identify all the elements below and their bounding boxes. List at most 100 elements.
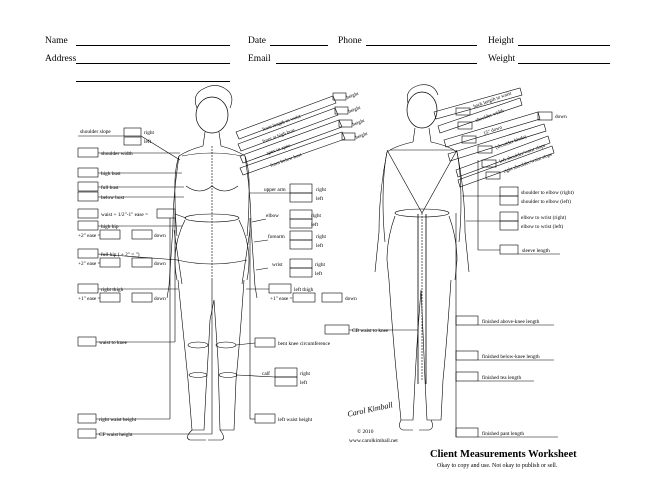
full-hip-down-box[interactable] xyxy=(131,257,153,268)
weight-label: Weight xyxy=(488,54,516,64)
address-field-line2[interactable] xyxy=(76,81,230,82)
shoulder-blade-bar[interactable] xyxy=(447,123,547,162)
cb-waist-to-knee-box[interactable] xyxy=(324,324,350,335)
finished-below-knee-box[interactable] xyxy=(455,350,479,361)
lbl-shoulder-slope-left: left xyxy=(144,138,152,145)
right-thigh-box[interactable] xyxy=(77,283,99,294)
lbl-shoulder-width: shoulder width xyxy=(101,151,133,157)
shoulder-slope-right-box[interactable] xyxy=(123,127,142,137)
copyright: © 2010 xyxy=(357,429,374,435)
front-right-callouts xyxy=(235,92,418,424)
shoulder-waist-slope-bars[interactable] xyxy=(455,135,555,188)
phone-field[interactable] xyxy=(366,45,477,46)
calf-right-box[interactable] xyxy=(274,367,298,378)
height-label: Height xyxy=(488,36,514,46)
high-hip-down-box[interactable] xyxy=(131,229,153,240)
weight-field[interactable] xyxy=(518,63,610,64)
lbl-upper-arm-left: left xyxy=(316,195,324,202)
lbl-finished-tea: finished tea length xyxy=(482,374,521,381)
high-bust-box[interactable] xyxy=(77,167,99,178)
apex-to-apex-bar[interactable] xyxy=(239,119,353,164)
forearm-right-box[interactable] xyxy=(289,230,313,241)
lbl-calf: calf xyxy=(262,370,270,377)
lbl-back-down: down xyxy=(555,114,567,120)
lbl-fifteen-down: 15" down xyxy=(483,125,503,137)
lbl-elbow-left: left xyxy=(311,221,319,228)
wrist-right-box[interactable] xyxy=(289,258,313,269)
lbl-shoulder-slope-right: right xyxy=(144,130,155,136)
shoulder-slope-left-box[interactable] xyxy=(123,136,142,146)
lbl-back-shoulder-width: shoulder width xyxy=(475,109,505,124)
lbl-high-bust: high bust xyxy=(101,171,121,177)
right-thigh-ease-box[interactable] xyxy=(99,292,121,303)
fifteen-down-bar[interactable] xyxy=(443,111,541,148)
shoulder-width-box[interactable] xyxy=(77,147,99,158)
sleeve-length-box[interactable] xyxy=(499,244,519,255)
elbow-right-box[interactable] xyxy=(289,209,313,220)
lbl-calf-right: right xyxy=(300,371,311,377)
front-below-bust-bar[interactable] xyxy=(239,131,356,176)
back-length-bar[interactable] xyxy=(433,87,523,120)
waist-to-knee-box[interactable] xyxy=(77,336,97,347)
lbl-right-thigh: right thigh xyxy=(101,287,124,293)
lbl-height-1: height xyxy=(346,92,360,101)
address-field[interactable] xyxy=(76,63,230,64)
front-left-callouts xyxy=(77,127,213,439)
lbl-upper-arm: upper arm xyxy=(264,187,286,193)
height-field[interactable] xyxy=(518,45,610,46)
lbl-down-3: down xyxy=(154,296,166,302)
elbow-to-wrist-right-box[interactable] xyxy=(499,211,519,222)
finished-tea-box[interactable] xyxy=(455,371,479,382)
upper-arm-right-box[interactable] xyxy=(289,183,313,194)
wrist-left-box[interactable] xyxy=(289,267,313,278)
high-hip-box[interactable] xyxy=(77,220,99,231)
left-waist-height-box[interactable] xyxy=(254,413,276,424)
lbl-elbow-right: right xyxy=(311,213,322,219)
right-waist-height-box[interactable] xyxy=(77,413,97,424)
waist-box[interactable] xyxy=(77,208,99,219)
shoulder-to-elbow-right-box[interactable] xyxy=(499,186,519,197)
lbl-cf-waist-height: CF waist height xyxy=(99,432,133,438)
name-field[interactable] xyxy=(76,45,230,46)
date-field[interactable] xyxy=(270,45,328,46)
bent-knee-box[interactable] xyxy=(254,337,276,348)
below-bust-box[interactable] xyxy=(77,191,99,202)
high-hip-ease-box[interactable] xyxy=(99,229,121,240)
shoulder-width-bar[interactable] xyxy=(437,97,523,134)
cf-waist-height-box[interactable] xyxy=(77,428,97,439)
email-field[interactable] xyxy=(276,63,477,64)
left-thigh-ease-box[interactable] xyxy=(292,292,316,303)
elbow-left-box[interactable] xyxy=(289,218,313,229)
left-thigh-down-box[interactable] xyxy=(321,292,343,303)
lbl-wrist-right: right xyxy=(315,262,326,268)
lbl-shoulder-slope: shoulder slope xyxy=(80,129,111,135)
lbl-shoulder-blade: (shoulder blade) xyxy=(495,135,528,151)
finished-above-knee-box[interactable] xyxy=(455,315,479,326)
upper-arm-left-box[interactable] xyxy=(289,192,313,203)
lbl-finished-above-knee: finished above-knee length xyxy=(482,318,540,325)
lbl-elbow: elbow xyxy=(266,213,279,219)
front-length-to-waist-bar[interactable] xyxy=(235,92,347,140)
back-down-box[interactable] xyxy=(537,111,553,121)
shoulder-to-elbow-left-box[interactable] xyxy=(499,195,519,206)
lbl-left-waist-height: left waist height xyxy=(278,416,313,423)
lbl-height-4: height xyxy=(355,132,369,141)
website-link[interactable]: www.carolkimball.net xyxy=(349,438,398,444)
finished-pant-box[interactable] xyxy=(455,427,479,438)
lbl-ease-1: +1" ease = xyxy=(78,296,101,302)
lbl-sleeve-length: sleeve length xyxy=(522,248,550,254)
calf-left-box[interactable] xyxy=(274,376,298,387)
left-thigh-box[interactable] xyxy=(268,283,292,294)
address-label: Address xyxy=(45,54,77,64)
right-thigh-down-box[interactable] xyxy=(131,292,153,303)
full-hip-ease-box[interactable] xyxy=(99,257,121,268)
full-hip-box[interactable] xyxy=(77,248,99,259)
full-bust-box[interactable] xyxy=(77,181,99,192)
front-at-high-bust-bar[interactable] xyxy=(237,106,349,152)
forearm-left-box[interactable] xyxy=(289,239,313,250)
waist-ease-box[interactable] xyxy=(156,208,176,219)
back-callouts xyxy=(433,87,555,438)
elbow-to-wrist-left-box[interactable] xyxy=(499,220,519,231)
lbl-left-thigh: left thigh xyxy=(294,286,314,293)
